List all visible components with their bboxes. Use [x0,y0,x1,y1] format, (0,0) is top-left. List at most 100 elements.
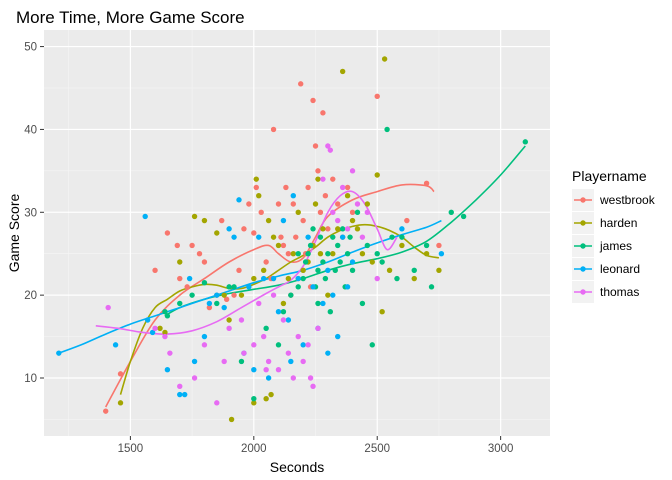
point-leonard [231,234,237,240]
point-leonard [144,317,151,323]
point-westbrook [219,217,225,224]
point-thomas [191,375,198,381]
point-james [335,242,341,249]
point-harden [238,292,245,298]
point-harden [335,226,341,232]
point-thomas [374,275,380,282]
point-james [394,275,400,282]
point-thomas [214,400,220,406]
point-thomas [177,383,183,389]
point-thomas [295,333,301,340]
point-leonard [344,284,351,290]
point-james [231,284,237,290]
point-leonard [251,367,257,373]
point-leonard [339,234,346,240]
point-thomas [335,217,341,224]
legend-label-westbrook: westbrook [599,193,656,207]
point-james [263,325,269,331]
point-leonard [438,251,445,257]
point-westbrook [283,184,289,191]
point-harden [381,56,388,62]
point-thomas [315,325,321,331]
point-james [374,251,380,257]
point-thomas [270,292,277,298]
point-leonard [191,358,198,365]
point-harden [270,234,277,240]
point-james [201,280,208,286]
point-james [280,309,287,315]
point-leonard [181,391,188,398]
point-leonard [177,391,183,398]
point-thomas [105,304,111,311]
point-westbrook [275,201,282,207]
point-james [251,396,257,402]
point-leonard [300,342,306,348]
point-westbrook [164,230,171,236]
point-harden [221,292,227,298]
point-harden [386,267,393,273]
point-thomas [349,168,356,174]
point-james [347,234,353,240]
point-thomas [167,350,173,356]
point-leonard [325,350,331,356]
x-tick-label: 3000 [488,443,514,455]
point-westbrook [312,143,319,149]
point-harden [325,292,331,298]
point-westbrook [231,292,237,298]
point-westbrook [305,184,311,191]
point-westbrook [236,267,242,273]
point-westbrook [174,242,180,249]
y-tick-label: 20 [24,290,37,302]
point-westbrook [404,217,410,224]
point-westbrook [241,226,247,232]
point-leonard [206,300,213,307]
point-thomas [285,350,292,356]
point-harden [268,391,274,398]
point-westbrook [335,201,341,207]
point-westbrook [280,242,287,249]
x-axis-ticks: 1500 2000 2500 3000 [118,436,514,455]
point-westbrook [423,180,430,186]
trend-line-harden [119,223,440,395]
point-harden [317,251,324,257]
point-harden [300,267,306,273]
point-thomas [152,325,158,331]
point-harden [359,251,366,257]
point-james [295,284,301,290]
legend-item-leonard: leonard [572,258,640,280]
point-james [349,267,356,273]
point-leonard [270,275,277,282]
point-leonard [320,300,326,307]
point-thomas [344,226,351,232]
point-leonard [236,197,242,203]
point-james [448,209,454,215]
point-westbrook [223,296,230,302]
point-james [379,259,385,265]
point-harden [228,416,235,423]
point-harden [201,217,208,224]
point-harden [354,226,361,232]
point-thomas [290,375,296,381]
point-westbrook [310,97,316,104]
point-leonard [221,304,227,311]
point-thomas [263,367,269,373]
point-james [320,259,326,265]
point-westbrook [196,251,203,257]
point-leonard [186,275,193,282]
point-james [389,234,395,240]
point-westbrook [184,284,190,290]
point-leonard [290,193,296,199]
point-harden [320,226,326,232]
point-westbrook [152,267,158,273]
point-harden [251,275,257,282]
point-james [315,300,321,307]
point-leonard [265,375,272,381]
point-james [288,292,294,298]
point-harden [191,213,198,220]
point-westbrook [246,201,252,207]
point-thomas [238,317,245,323]
point-harden [364,201,371,207]
point-thomas [256,300,262,307]
point-thomas [320,176,326,182]
